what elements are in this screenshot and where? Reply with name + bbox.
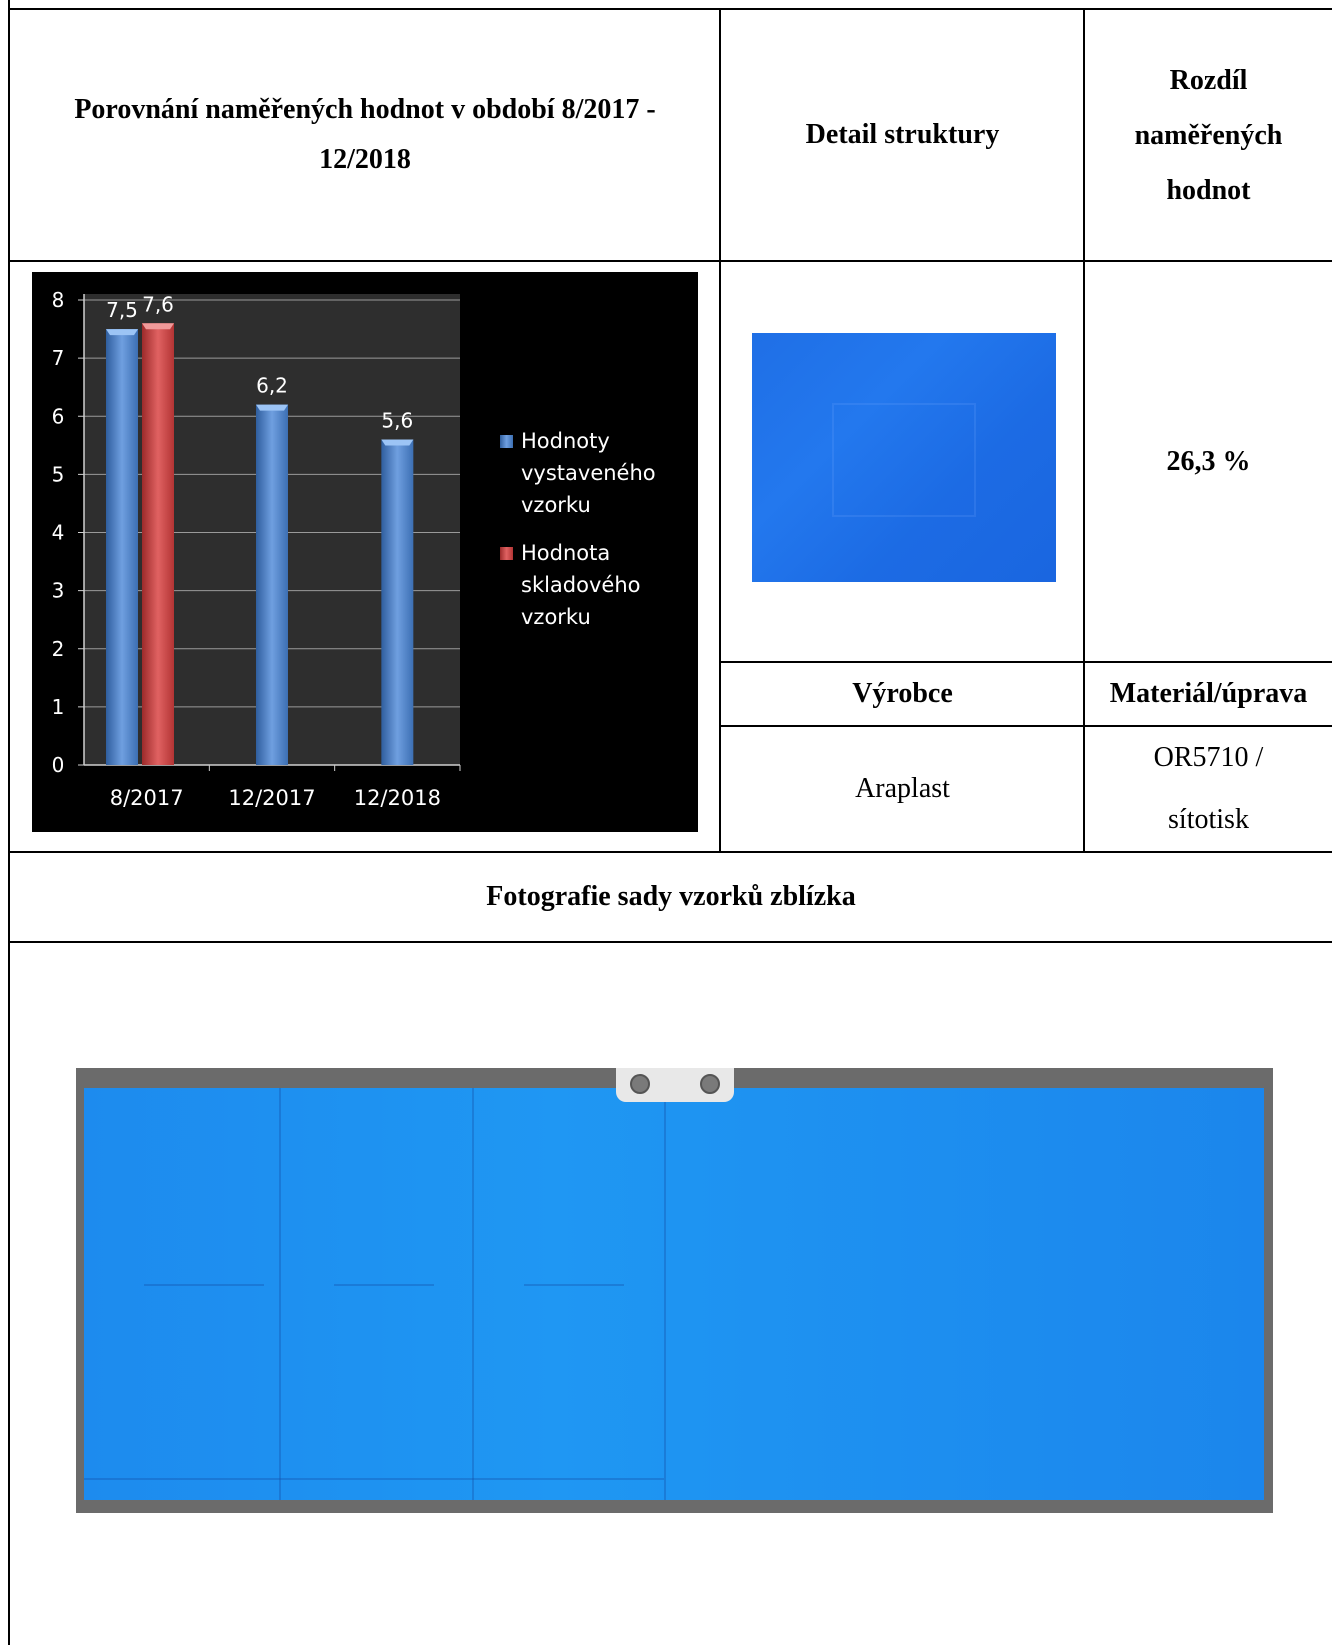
screw-icon bbox=[630, 1074, 650, 1094]
x-tick-label: 12/2017 bbox=[228, 786, 315, 810]
difference-value: 26,3 % bbox=[1166, 446, 1251, 477]
y-tick-label: 8 bbox=[52, 288, 65, 312]
table-col-divider-2 bbox=[1083, 8, 1085, 853]
bar-cap bbox=[106, 329, 138, 336]
bar bbox=[256, 404, 288, 765]
table-col-divider-1 bbox=[719, 8, 721, 853]
sample-panel bbox=[84, 1088, 1264, 1500]
legend-label: vzorku bbox=[521, 605, 591, 629]
panel-clip bbox=[616, 1068, 734, 1102]
y-tick-label: 2 bbox=[52, 637, 65, 661]
legend-swatch bbox=[500, 547, 513, 560]
data-label: 7,6 bbox=[142, 292, 174, 316]
y-tick-label: 1 bbox=[52, 695, 65, 719]
header-difference-line2: naměřených bbox=[1134, 119, 1283, 151]
data-label: 5,6 bbox=[381, 409, 413, 433]
legend-label: skladového bbox=[521, 573, 641, 597]
y-tick-label: 0 bbox=[52, 753, 65, 777]
bar bbox=[142, 323, 174, 765]
legend-label: Hodnota bbox=[521, 541, 610, 565]
header-comparison-line1: Porovnání naměřených hodnot v období 8/2… bbox=[74, 94, 656, 125]
y-tick-label: 3 bbox=[52, 579, 65, 603]
bar-cap bbox=[142, 323, 174, 330]
screw-icon bbox=[700, 1074, 720, 1094]
table-row-divider-5 bbox=[10, 941, 1332, 943]
value-material: OR5710 / sítotisk bbox=[1085, 727, 1332, 851]
legend-label: Hodnoty bbox=[521, 429, 610, 453]
comparison-chart: 0 1 2 3 4 5 6 7 8 7,5 7,6 8/2017 6,2 12/2017 5,6 12/201… bbox=[32, 272, 698, 832]
value-material-line2: sítotisk bbox=[1168, 804, 1249, 835]
x-tick-label: 8/2017 bbox=[110, 786, 184, 810]
x-tick-label: 12/2018 bbox=[354, 786, 441, 810]
table-row-divider-2 bbox=[721, 661, 1332, 663]
legend-swatch bbox=[500, 435, 513, 448]
header-comparison-line2: 12/2018 bbox=[319, 144, 411, 175]
table-row-divider-1 bbox=[10, 260, 1332, 262]
label-material: Materiál/úprava bbox=[1109, 678, 1308, 709]
table-border-left bbox=[8, 0, 10, 1645]
chart-svg: 0 1 2 3 4 5 6 7 8 7,5 7,6 8/2017 6,2 12/2017 5,6 12/201… bbox=[52, 288, 656, 810]
bar-cap bbox=[256, 404, 288, 411]
data-label: 7,5 bbox=[106, 298, 138, 322]
bar bbox=[381, 439, 414, 765]
table-row-divider-4 bbox=[10, 851, 1332, 853]
value-material-line1: OR5710 / bbox=[1153, 742, 1264, 773]
table-row-divider-3 bbox=[721, 725, 1332, 727]
y-tick-label: 6 bbox=[52, 404, 65, 428]
header-difference-line1: Rozdíl bbox=[1169, 64, 1248, 96]
legend-label: vystaveného bbox=[521, 461, 656, 485]
header-difference-line3: hodnot bbox=[1166, 174, 1251, 206]
table-border-top bbox=[10, 8, 1332, 10]
data-label: 6,2 bbox=[256, 374, 288, 398]
structure-detail-image bbox=[752, 333, 1056, 582]
label-producer: Výrobce bbox=[852, 678, 953, 709]
y-tick-label: 7 bbox=[52, 346, 65, 370]
header-difference: Rozdíl naměřených hodnot bbox=[1085, 10, 1332, 260]
legend-label: vzorku bbox=[521, 493, 591, 517]
y-tick-label: 4 bbox=[52, 521, 65, 545]
y-tick-label: 5 bbox=[52, 462, 65, 486]
bar bbox=[106, 329, 138, 765]
value-producer: Araplast bbox=[855, 773, 950, 804]
sample-set-photo bbox=[76, 1068, 1273, 1513]
bar-cap bbox=[381, 439, 414, 446]
header-comparison: Porovnání naměřených hodnot v období 8/2… bbox=[10, 10, 720, 260]
photo-section-title: Fotografie sady vzorků zblízka bbox=[486, 881, 856, 912]
header-detail: Detail struktury bbox=[805, 119, 1000, 150]
